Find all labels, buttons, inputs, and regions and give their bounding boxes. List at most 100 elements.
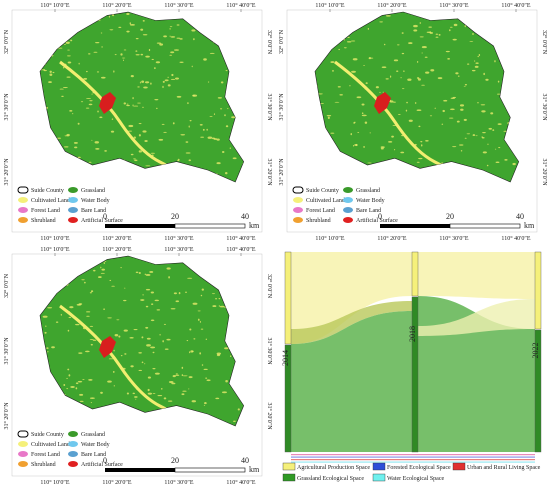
patch xyxy=(343,47,347,49)
patch xyxy=(112,370,115,373)
patch xyxy=(357,132,360,133)
patch xyxy=(102,165,106,168)
patch xyxy=(231,116,236,119)
patch xyxy=(381,66,387,69)
patch xyxy=(150,319,155,322)
patch xyxy=(46,145,52,147)
patch xyxy=(243,285,244,287)
patch xyxy=(474,65,479,68)
patch xyxy=(213,113,216,116)
patch xyxy=(163,397,167,400)
patch xyxy=(351,70,356,73)
patch xyxy=(361,112,364,115)
patch xyxy=(69,109,73,112)
patch xyxy=(243,73,244,76)
swatch xyxy=(293,207,303,213)
patch xyxy=(99,116,103,119)
lat-label: 31° 20′0″N xyxy=(541,158,548,186)
patch xyxy=(352,145,355,147)
patch xyxy=(188,388,190,390)
patch xyxy=(192,302,198,305)
patch xyxy=(452,146,457,148)
swatch xyxy=(68,197,78,203)
patch xyxy=(80,170,84,173)
patch xyxy=(217,272,223,275)
patch xyxy=(317,43,321,45)
patch xyxy=(355,23,360,26)
patch xyxy=(128,130,133,132)
patch xyxy=(315,64,318,67)
legend-label: Shrubland xyxy=(31,218,56,224)
patch xyxy=(52,71,55,74)
patch xyxy=(204,401,207,405)
patch xyxy=(46,347,49,350)
patch xyxy=(86,171,89,174)
patch xyxy=(147,392,153,395)
flow-grass-agri xyxy=(418,299,535,336)
patch xyxy=(327,116,330,119)
patch xyxy=(67,49,70,51)
swatch xyxy=(68,451,78,457)
patch xyxy=(458,144,464,146)
patch xyxy=(396,70,399,73)
lon-label: 110° 10′0″E xyxy=(40,2,69,9)
patch xyxy=(73,264,77,267)
patch xyxy=(133,328,138,331)
patch xyxy=(84,281,86,284)
swatch xyxy=(293,217,303,223)
patch xyxy=(133,105,139,107)
patch xyxy=(441,162,444,164)
scale-bar xyxy=(174,467,246,473)
patch xyxy=(75,405,77,408)
patch xyxy=(437,77,443,80)
town xyxy=(99,336,116,358)
patch xyxy=(416,60,419,63)
patch xyxy=(176,12,178,14)
patch xyxy=(66,76,71,78)
patch xyxy=(361,114,367,117)
patch xyxy=(114,334,119,337)
lon-label: 110° 40′0″E xyxy=(226,235,255,242)
patch xyxy=(138,369,143,372)
patch xyxy=(174,49,179,51)
patch xyxy=(209,52,215,54)
patch xyxy=(466,63,470,65)
patch xyxy=(430,69,435,72)
patch xyxy=(428,26,432,28)
patch xyxy=(135,271,139,274)
year-label: 2022 xyxy=(531,343,540,359)
legend-label: Bare Land xyxy=(81,452,106,458)
flow-grass xyxy=(291,311,412,452)
patch xyxy=(61,95,64,97)
patch xyxy=(320,102,324,104)
patch xyxy=(169,26,173,28)
node-grass xyxy=(534,329,542,453)
patch xyxy=(332,174,338,177)
patch xyxy=(141,80,145,83)
patch xyxy=(63,43,67,45)
patch xyxy=(149,424,153,426)
patch xyxy=(154,98,159,101)
patch xyxy=(216,352,221,355)
patch xyxy=(51,346,55,349)
patch xyxy=(162,421,165,424)
swatch xyxy=(68,441,78,447)
swatch xyxy=(18,451,28,457)
patch xyxy=(420,144,423,147)
patch xyxy=(135,50,138,52)
patch xyxy=(71,113,74,115)
patch xyxy=(130,23,135,26)
patch xyxy=(135,37,139,40)
patch xyxy=(370,173,375,175)
patch xyxy=(321,44,326,46)
legend-label: Grassland xyxy=(81,188,105,194)
legend-label: Urban and Rural Living Space xyxy=(467,465,541,471)
patch xyxy=(363,146,365,148)
patch xyxy=(79,400,84,403)
patch xyxy=(182,375,188,377)
patch xyxy=(225,125,229,128)
legend-label: Water Body xyxy=(81,198,110,204)
patch xyxy=(158,138,164,141)
lon-label: 110° 20′0″E xyxy=(102,246,131,253)
lat-label: 31° 20′0″N xyxy=(3,158,10,186)
